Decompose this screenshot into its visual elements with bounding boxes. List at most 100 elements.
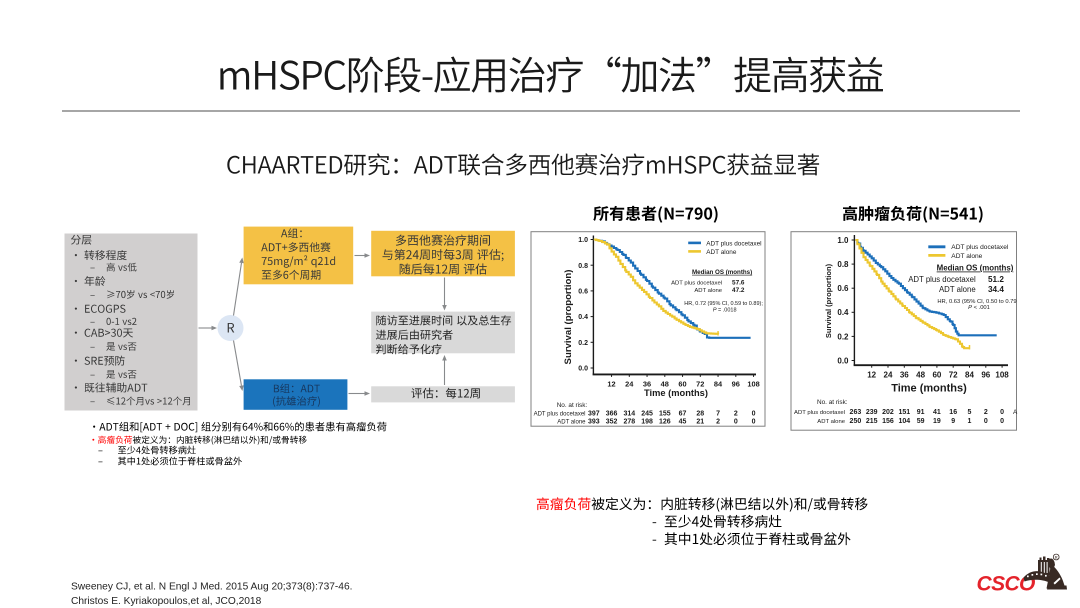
svg-text:36: 36 <box>900 371 909 380</box>
svg-text:ADT plus docetaxel: ADT plus docetaxel <box>706 240 761 247</box>
svg-text:ADT alone: ADT alone <box>951 253 982 260</box>
svg-text:Median OS (months): Median OS (months) <box>692 269 752 276</box>
svg-text:24: 24 <box>884 371 893 380</box>
svg-text:ADT plus docetaxel: ADT plus docetaxel <box>534 412 586 418</box>
svg-text:51.2: 51.2 <box>988 275 1004 284</box>
svg-text:215: 215 <box>866 418 878 425</box>
svg-text:0.8: 0.8 <box>837 260 849 269</box>
svg-text:ADT alone: ADT alone <box>706 249 737 256</box>
svg-text:36: 36 <box>643 379 651 388</box>
svg-text:96: 96 <box>732 379 740 388</box>
svg-text:HR, 0.72 (95% CI, 0.59 to 0.89: HR, 0.72 (95% CI, 0.59 to 0.89); <box>684 301 763 307</box>
svg-text:5: 5 <box>968 409 972 416</box>
svg-text:ADT alone: ADT alone <box>694 288 722 294</box>
svg-text:45: 45 <box>679 419 687 426</box>
svg-text:7: 7 <box>716 411 720 418</box>
svg-text:57.6: 57.6 <box>732 280 745 287</box>
svg-text:239: 239 <box>866 409 878 416</box>
svg-text:No. at risk:: No. at risk: <box>817 399 848 406</box>
svg-text:0.0: 0.0 <box>578 366 588 373</box>
svg-text:Median OS (months): Median OS (months) <box>937 264 1014 273</box>
svg-text:108: 108 <box>995 371 1009 380</box>
svg-text:0: 0 <box>984 418 988 425</box>
svg-text:155: 155 <box>659 411 671 418</box>
svg-text:No. at risk:: No. at risk: <box>557 402 588 409</box>
svg-text:34.4: 34.4 <box>988 285 1004 294</box>
svg-text:12: 12 <box>867 371 876 380</box>
svg-text:1: 1 <box>968 418 972 425</box>
svg-text:P = .0018: P = .0018 <box>713 308 737 314</box>
svg-text:245: 245 <box>641 411 653 418</box>
svg-text:156: 156 <box>882 418 894 425</box>
svg-text:0.8: 0.8 <box>578 263 588 270</box>
svg-text:151: 151 <box>898 409 910 416</box>
svg-text:A: A <box>1013 409 1018 416</box>
svg-text:2: 2 <box>734 411 738 418</box>
svg-text:Sweeney CJ, et al. N Engl J Me: Sweeney CJ, et al. N Engl J Med. 2015 Au… <box>71 582 352 593</box>
svg-text:Christos E. Kyriakopoulos,et a: Christos E. Kyriakopoulos,et al, JCO,201… <box>71 596 262 607</box>
svg-text:108: 108 <box>747 379 759 388</box>
svg-text:126: 126 <box>659 419 671 426</box>
svg-text:41: 41 <box>933 409 941 416</box>
svg-text:0: 0 <box>1000 409 1004 416</box>
svg-text:250: 250 <box>850 418 862 425</box>
svg-text:0.6: 0.6 <box>578 289 588 296</box>
svg-text:47.2: 47.2 <box>732 287 745 294</box>
svg-text:263: 263 <box>850 409 862 416</box>
svg-text:84: 84 <box>965 371 974 380</box>
svg-text:ADT alone: ADT alone <box>557 420 586 426</box>
svg-text:HR, 0.63 (95% CI, 0.50 to 0.79: HR, 0.63 (95% CI, 0.50 to 0.79 <box>937 299 1016 305</box>
svg-text:96: 96 <box>981 371 990 380</box>
svg-text:72: 72 <box>696 379 704 388</box>
svg-text:2: 2 <box>984 409 988 416</box>
svg-text:60: 60 <box>932 371 941 380</box>
svg-text:0.6: 0.6 <box>837 284 849 293</box>
svg-text:72: 72 <box>949 371 958 380</box>
svg-text:366: 366 <box>606 411 618 418</box>
svg-text:1.0: 1.0 <box>837 236 849 245</box>
svg-text:60: 60 <box>678 379 686 388</box>
svg-text:48: 48 <box>661 379 669 388</box>
svg-text:R: R <box>1055 555 1058 560</box>
svg-text:314: 314 <box>623 411 635 418</box>
svg-text:12: 12 <box>607 379 615 388</box>
svg-text:0.4: 0.4 <box>578 314 588 321</box>
svg-text:ADT alone: ADT alone <box>939 285 976 294</box>
svg-text:278: 278 <box>623 419 635 426</box>
svg-text:ADT plus docetaxel: ADT plus docetaxel <box>794 410 845 416</box>
svg-text:CSCO: CSCO <box>977 573 1036 596</box>
svg-text:P < .001: P < .001 <box>968 305 990 311</box>
svg-text:0: 0 <box>1000 418 1004 425</box>
svg-text:0.0: 0.0 <box>837 356 849 365</box>
svg-text:352: 352 <box>606 419 618 426</box>
svg-text:9: 9 <box>951 418 955 425</box>
svg-text:28: 28 <box>696 411 704 418</box>
svg-text:0: 0 <box>734 419 738 426</box>
svg-text:ADT alone: ADT alone <box>817 419 845 425</box>
svg-text:91: 91 <box>917 409 925 416</box>
svg-text:ADT plus docetaxel: ADT plus docetaxel <box>671 281 722 287</box>
svg-text:0.4: 0.4 <box>837 308 849 317</box>
svg-text:Survival (proportion): Survival (proportion) <box>824 263 833 338</box>
svg-text:2: 2 <box>716 419 720 426</box>
svg-text:Survival (proportion): Survival (proportion) <box>563 270 574 365</box>
svg-text:202: 202 <box>882 409 894 416</box>
svg-text:24: 24 <box>625 379 634 388</box>
svg-text:1.0: 1.0 <box>578 237 588 244</box>
svg-text:393: 393 <box>588 419 600 426</box>
svg-text:198: 198 <box>641 419 653 426</box>
svg-text:Time (months): Time (months) <box>644 388 708 398</box>
svg-text:0: 0 <box>752 419 756 426</box>
svg-text:104: 104 <box>898 418 910 425</box>
svg-text:397: 397 <box>588 411 600 418</box>
svg-text:84: 84 <box>714 379 723 388</box>
svg-text:16: 16 <box>949 409 957 416</box>
svg-text:ADT plus docetaxel: ADT plus docetaxel <box>908 275 976 284</box>
svg-text:59: 59 <box>917 418 925 425</box>
svg-text:48: 48 <box>916 371 925 380</box>
svg-text:21: 21 <box>696 419 704 426</box>
svg-text:0.2: 0.2 <box>837 332 849 341</box>
svg-text:0: 0 <box>752 411 756 418</box>
svg-text:0.2: 0.2 <box>578 340 588 347</box>
svg-text:Time (months): Time (months) <box>891 383 967 395</box>
